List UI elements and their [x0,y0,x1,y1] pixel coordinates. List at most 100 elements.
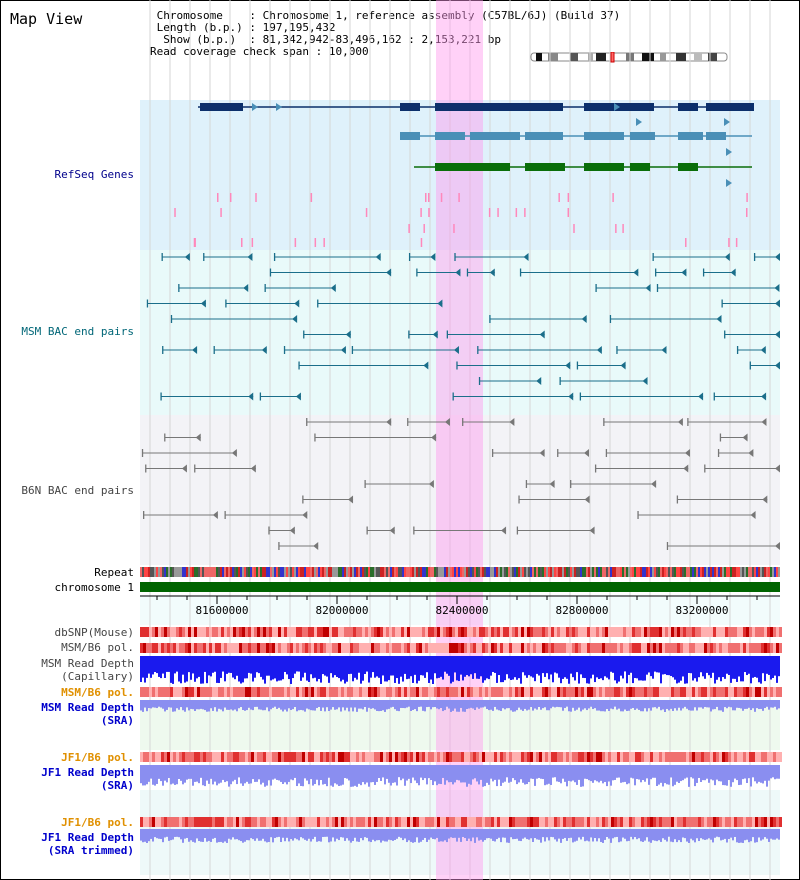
heat-cell [512,752,515,762]
depth-bar [224,829,226,842]
heat-cell [383,627,386,637]
depth-bar [632,656,634,684]
gene-arrow [636,118,642,126]
heat-cell [296,627,299,637]
depth-bar [174,765,176,785]
heat-cell [362,627,365,637]
heat-cell [626,817,629,827]
msm-end [184,253,190,261]
heat-cell [341,752,344,762]
repeat-element [358,567,360,577]
depth-bar [592,656,594,675]
heat-cell [722,817,725,827]
depth-bar [500,700,502,711]
heat-cell [278,752,281,762]
heat-cell [365,817,368,827]
depth-bar [380,829,382,843]
track-label-msm-bac[interactable]: MSM BAC end pairs [21,325,134,338]
heat-cell [167,817,170,827]
depth-bar [466,829,468,841]
heat-cell [515,643,518,653]
depth-bar [252,656,254,682]
depth-bar [574,700,576,711]
depth-bar [668,700,670,711]
heat-cell [404,627,407,637]
depth-bar [540,765,542,779]
depth-bar [408,829,410,841]
heat-cell [434,627,437,637]
depth-bar [470,656,472,675]
repeat-element [206,567,208,577]
depth-bar [432,656,434,684]
depth-bar [164,656,166,678]
msm-end [774,284,780,292]
msm-end [698,392,704,401]
depth-bar [442,656,444,680]
depth-bar [586,656,588,684]
repeat-element [496,567,498,577]
repeat-element [458,567,460,577]
heat-cell [278,817,281,827]
depth-bar [390,700,392,708]
depth-bar [446,765,448,781]
depth-bar [214,829,216,838]
depth-bar [440,765,442,785]
repeat-element [484,567,486,577]
heat-cell [764,687,767,697]
repeat-element [334,567,336,577]
depth-bar [594,829,596,839]
heat-cell [515,687,518,697]
repeat-element [570,567,572,577]
depth-bar [284,829,286,842]
depth-bar [604,700,606,712]
ruler-tick-label: 82400000 [436,604,489,617]
depth-bar [572,829,574,843]
depth-bar [624,700,626,710]
depth-bar [610,765,612,786]
heat-cell [470,752,473,762]
depth-bar [730,829,732,838]
heat-cell [713,817,716,827]
heat-cell [293,687,296,697]
repeat-element [352,567,354,577]
heat-cell [482,752,485,762]
depth-bar [340,656,342,682]
depth-bar [618,700,620,709]
repeat-element [606,567,608,577]
depth-bar [402,700,404,709]
heat-cell [677,643,680,653]
depth-bar [634,829,636,838]
heat-cell [695,817,698,827]
depth-bar [478,829,480,841]
heat-cell [428,627,431,637]
depth-bar [210,829,212,842]
heat-cell [275,817,278,827]
depth-bar [502,656,504,683]
depth-bar [622,765,624,783]
depth-bar [470,829,472,842]
heat-cell [530,643,533,653]
track-label-refseq[interactable]: RefSeq Genes [54,168,134,181]
heat-cell [266,817,269,827]
heat-cell [776,643,779,653]
depth-bar [146,700,148,712]
heat-cell [701,817,704,827]
heat-cell [197,687,200,697]
depth-bar [556,656,558,674]
heat-cell [266,752,269,762]
track-label-b6n-bac[interactable]: B6N BAC end pairs [21,484,134,497]
depth-bar [504,829,506,838]
heat-cell [617,752,620,762]
depth-bar [224,656,226,682]
depth-bar [598,765,600,783]
info-line-show: Show (b.p.) : 81,342,942-83,496,162 : 2,… [150,33,502,46]
depth-bar [366,656,368,672]
heat-cell [605,627,608,637]
heat-cell [740,817,743,827]
depth-bar [280,656,282,681]
heat-cell [671,687,674,697]
heat-cell [392,817,395,827]
heat-cell [500,643,503,653]
heat-cell [737,643,740,653]
depth-bar [644,700,646,709]
